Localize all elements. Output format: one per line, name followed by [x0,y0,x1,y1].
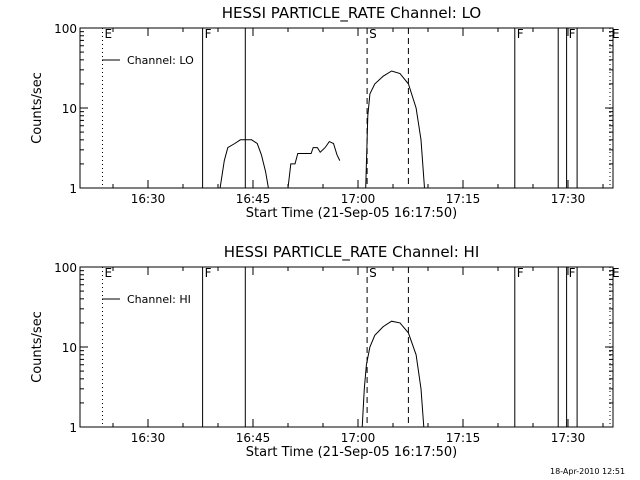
legend-label: Channel: LO [127,54,194,67]
x-tick-label: 17:00 [341,192,376,206]
series-line [219,139,269,188]
chart-panel-1: HESSI PARTICLE_RATE Channel: LO 1 10 100 16:… [30,4,620,221]
y-tick-label: 100 [54,261,77,275]
y-tick-label: 1 [69,182,77,196]
x-tick-label: 16:45 [236,192,271,206]
chart-title: HESSI PARTICLE_RATE Channel: LO [222,4,481,23]
x-tick-label: 17:15 [446,192,481,206]
plot-frame [79,266,614,428]
date-stamp: 18-Apr-2010 12:51 [550,467,626,476]
solid-marker-label: F [569,266,576,280]
series-line [365,70,425,188]
chart-panel-2: HESSI PARTICLE_RATE Channel: HI 1 10 100 16:… [30,243,620,460]
plot-frame [79,27,614,189]
x-tick-label: 17:30 [551,431,586,445]
chart-title: HESSI PARTICLE_RATE Channel: HI [224,243,480,262]
x-tick-label: 17:15 [446,431,481,445]
y-tick-label: 1 [69,421,77,435]
x-tick-label: 17:30 [551,192,586,206]
event-markers [102,267,611,427]
series-line [361,320,425,427]
series-line [287,140,341,188]
dashed-marker-label: S [369,266,377,280]
solid-marker-label: F [569,27,576,41]
y-axis-label: Counts/sec [30,72,45,144]
dashed-marker-label: S [369,27,377,41]
y-tick-label: 10 [62,341,77,355]
event-markers [102,28,611,188]
solid-marker-label: F [517,27,524,41]
legend-label: Channel: HI [127,293,191,306]
y-axis-label: Counts/sec [30,311,45,383]
x-tick-label: 16:30 [131,431,166,445]
x-axis-label: Start Time (21-Sep-05 16:17:50) [246,206,457,221]
x-axis-label: Start Time (21-Sep-05 16:17:50) [246,445,457,460]
x-tick-label: 16:45 [236,431,271,445]
dotted-marker-label: E [612,266,620,280]
x-tick-label: 16:30 [131,192,166,206]
dotted-marker-label: E [105,266,113,280]
dotted-marker-label: E [105,27,113,41]
dotted-marker-label: E [612,27,620,41]
series-group [219,70,425,188]
solid-marker-label: F [205,266,212,280]
y-tick-label: 100 [54,22,77,36]
x-tick-label: 17:00 [341,431,376,445]
series-group [361,320,425,427]
solid-marker-label: F [205,27,212,41]
solid-marker-label: F [517,266,524,280]
y-tick-label: 10 [62,102,77,116]
